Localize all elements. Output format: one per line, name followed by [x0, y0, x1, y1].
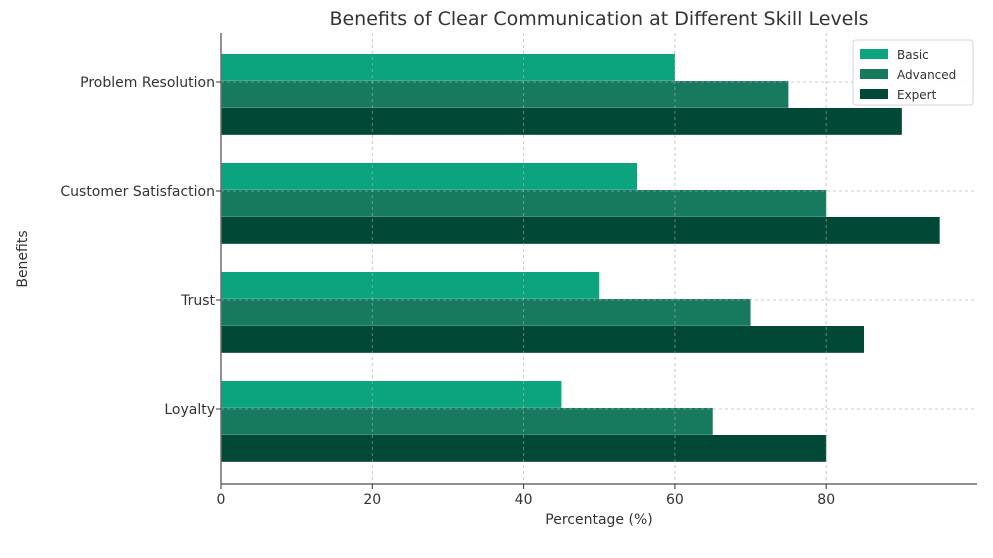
x-tick-label: 80	[817, 492, 835, 508]
x-axis-label: Percentage (%)	[545, 512, 652, 528]
bar-expert-customer-satisfaction	[221, 217, 940, 244]
y-tick-label: Loyalty	[164, 402, 215, 418]
grid-overlay	[221, 33, 977, 484]
x-tick-label: 40	[515, 492, 533, 508]
bar-basic-problem-resolution	[221, 54, 675, 81]
chart-title: Benefits of Clear Communication at Diffe…	[329, 8, 868, 30]
y-tick-label: Trust	[180, 293, 215, 309]
y-tick-label: Customer Satisfaction	[60, 184, 215, 200]
y-axis-label: Benefits	[15, 230, 31, 287]
y-ticks: Loyalty Trust Customer Satisfaction Problem…	[60, 75, 221, 418]
bar-advanced-trust	[221, 299, 751, 326]
legend-swatch-advanced	[860, 69, 888, 79]
bar-expert-problem-resolution	[221, 108, 902, 135]
legend-label-advanced: Advanced	[897, 68, 956, 82]
legend: Basic Advanced Expert	[852, 39, 974, 106]
x-tick-label: 60	[666, 492, 684, 508]
x-ticks: 0 20 40 60 80	[217, 484, 835, 508]
x-tick-label: 20	[363, 492, 381, 508]
legend-swatch-basic	[860, 49, 888, 59]
legend-label-basic: Basic	[897, 48, 929, 62]
bar-advanced-problem-resolution	[221, 81, 789, 108]
bars	[221, 54, 940, 463]
legend-swatch-expert	[860, 89, 888, 99]
bar-basic-loyalty	[221, 381, 562, 408]
bar-advanced-customer-satisfaction	[221, 190, 827, 217]
bar-advanced-loyalty	[221, 408, 713, 435]
bar-basic-trust	[221, 272, 600, 299]
bar-expert-trust	[221, 326, 865, 353]
bar-basic-customer-satisfaction	[221, 163, 638, 190]
bar-expert-loyalty	[221, 435, 827, 462]
y-tick-label: Problem Resolution	[80, 75, 215, 91]
x-tick-label: 0	[217, 492, 226, 508]
legend-label-expert: Expert	[897, 88, 937, 102]
